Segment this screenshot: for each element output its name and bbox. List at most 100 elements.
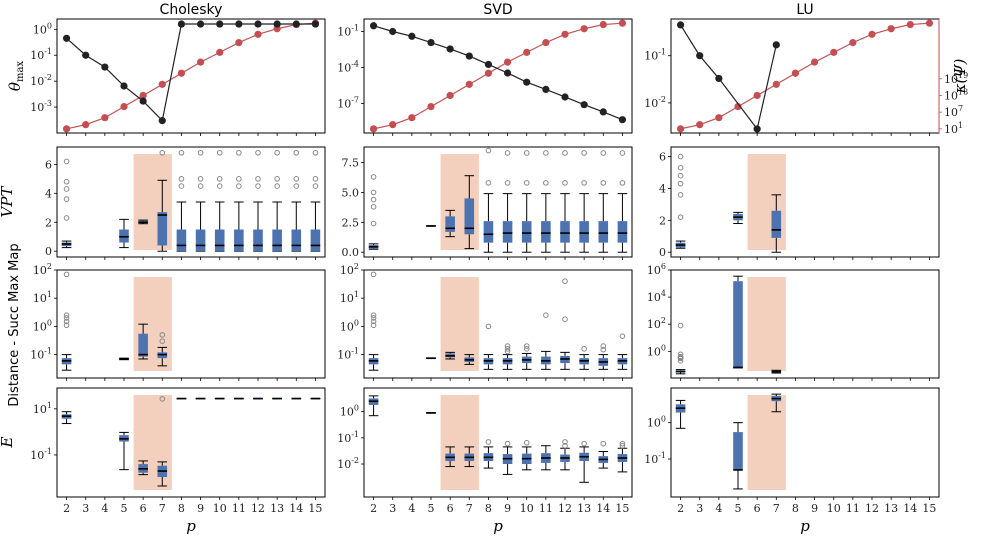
x-tick-label: 5 [121, 502, 128, 515]
box-p6 [445, 446, 455, 468]
outlier-point [619, 150, 626, 156]
x-tick-label: 13 [270, 502, 284, 515]
outlier-point [63, 318, 70, 325]
kappa-point [561, 30, 569, 38]
box-p15 [617, 440, 628, 473]
box-p7 [464, 354, 475, 365]
theta-point [503, 69, 512, 77]
outlier-point [370, 322, 377, 329]
kappa-point [734, 102, 742, 111]
box-p14 [291, 149, 302, 252]
box-iqr [157, 212, 168, 246]
box-p10 [214, 149, 225, 252]
outlier-point [370, 271, 377, 278]
box-p8 [176, 149, 187, 252]
kappa-tick-label: 101 [944, 121, 963, 136]
x-tick-label: 4 [408, 502, 415, 515]
y-tick-label: 10-1 [644, 48, 666, 63]
y-tick-label: 100 [647, 343, 666, 358]
x-tick-label: 6 [140, 502, 147, 515]
distance-panel: 102 101 100 10-1 [337, 262, 633, 381]
x-tick-label: 8 [178, 502, 185, 515]
box-p12 [560, 278, 570, 370]
y-tick-label: 10-1 [644, 451, 666, 466]
x-tick-label: 4 [715, 502, 722, 515]
outlier-point [677, 351, 684, 358]
y-tick-label: 2 [45, 216, 52, 229]
theta-point [254, 20, 262, 28]
y-tick-label: 10-1 [30, 447, 52, 462]
kappa-point [830, 48, 838, 56]
theta-point [389, 27, 397, 36]
y-tick-label: 10-1 [30, 47, 52, 62]
theta-point [311, 20, 320, 28]
box-p2 [675, 399, 686, 429]
kappa-line [66, 22, 316, 130]
box-p11 [541, 150, 551, 253]
box-p13 [272, 149, 282, 252]
x-tick-label: 2 [370, 502, 377, 515]
outlier-point [600, 343, 607, 349]
axes-frame [670, 146, 940, 258]
y-tick-label: 101 [340, 290, 359, 305]
outlier-point [619, 180, 626, 186]
outlier-point [562, 180, 568, 186]
box-p5 [733, 211, 743, 225]
outlier-point [370, 220, 377, 227]
outlier-point [216, 183, 223, 189]
y-tick-label: 101 [33, 290, 52, 305]
x-tick-label: 8 [485, 502, 492, 515]
y-tick-label: 10-7 [337, 96, 359, 111]
x-tick-label: 12 [558, 502, 572, 515]
outlier-point [370, 196, 377, 203]
theta-panel: 100 10-1 10-2 10-3 [30, 18, 326, 136]
kappa-point [715, 114, 723, 122]
outlier-point [197, 176, 204, 182]
outlier-point [370, 174, 377, 180]
box-iqr [272, 229, 282, 252]
x-tick-label: 9 [811, 502, 818, 515]
outlier-point [581, 346, 587, 352]
outlier-point [600, 150, 607, 156]
box-p9 [502, 440, 513, 475]
outlier-point [581, 150, 587, 156]
x-tick-label: 4 [101, 502, 108, 515]
box-iqr [617, 221, 628, 243]
column-cholesky: Cholesky10010-110-210-3024610210110010-1… [30, 2, 326, 535]
kappa-point [235, 39, 243, 47]
kappa-point [389, 121, 397, 129]
outlier-point [197, 149, 204, 156]
theta-point [618, 116, 627, 124]
distance-panel: 106 104 102 100 [647, 262, 940, 381]
kappa-point [791, 69, 800, 77]
box-p6 [138, 323, 148, 360]
kappa-point [618, 19, 627, 27]
y-tick-label: 100 [647, 415, 666, 430]
e-ylabel: E [0, 436, 16, 448]
theta-point [599, 108, 607, 116]
kappa-point [120, 102, 128, 111]
outlier-point [581, 180, 587, 186]
e-panel: 2 3 4 5 6 7 8 9 10 11 12 13 14 15 101 10-1 [30, 387, 326, 515]
y-tick-label: 100 [33, 318, 52, 333]
x-tick-label: 12 [865, 502, 879, 515]
outlier-point [523, 180, 530, 186]
box-p10 [521, 439, 532, 471]
box-iqr [234, 229, 244, 252]
box-p15 [617, 333, 628, 370]
outlier-point [523, 150, 530, 156]
outlier-point [312, 176, 319, 182]
box-p2 [675, 153, 686, 249]
y-tick-label: 0 [45, 245, 52, 258]
e-panel: 2 3 4 5 6 7 8 9 10 11 12 13 14 15 100 10-1 10-2 [337, 387, 633, 515]
kappa-point [408, 114, 416, 122]
outlier-point [600, 346, 607, 353]
outlier-point [293, 183, 300, 189]
box-iqr [464, 198, 475, 235]
kappa-point [676, 125, 685, 133]
kappa-tick-label: 1013 [944, 87, 968, 102]
outlier-point [504, 180, 511, 186]
x-tick-label: 6 [447, 502, 454, 515]
outlier-point [63, 271, 70, 278]
box-p8 [176, 397, 187, 400]
